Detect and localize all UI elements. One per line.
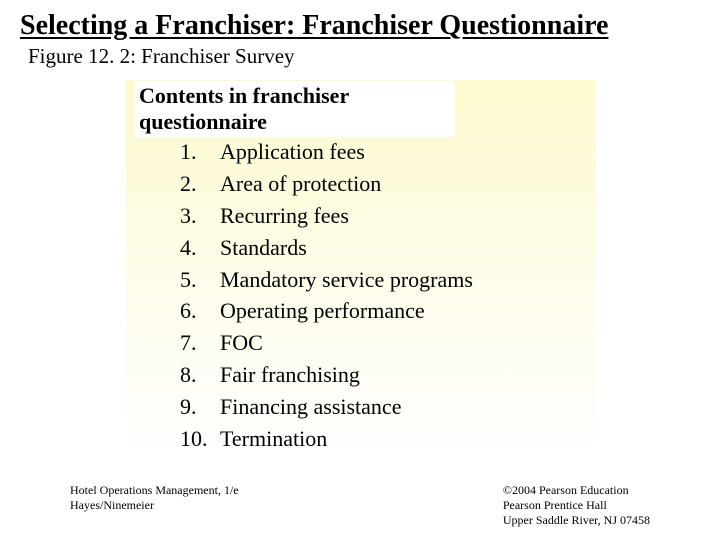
list-item: 3. Recurring fees xyxy=(180,200,473,232)
list-number: 9. xyxy=(180,391,220,423)
footer-address: Upper Saddle River, NJ 07458 xyxy=(503,513,650,528)
footer-publisher: Pearson Prentice Hall xyxy=(503,498,650,513)
list-text: Financing assistance xyxy=(220,391,401,423)
list-number: 4. xyxy=(180,232,220,264)
list-number: 5. xyxy=(180,264,220,296)
list-number: 2. xyxy=(180,168,220,200)
list-text: Area of protection xyxy=(220,168,381,200)
list-number: 6. xyxy=(180,295,220,327)
list-number: 8. xyxy=(180,359,220,391)
list-item: 8. Fair franchising xyxy=(180,359,473,391)
list-text: Termination xyxy=(220,423,327,455)
list-item: 9. Financing assistance xyxy=(180,391,473,423)
list-item: 2. Area of protection xyxy=(180,168,473,200)
list-text: Standards xyxy=(220,232,307,264)
footer-book-title: Hotel Operations Management, 1/e xyxy=(70,483,239,498)
list-text: Operating performance xyxy=(220,295,425,327)
list-text: FOC xyxy=(220,327,263,359)
contents-list: 1. Application fees 2. Area of protectio… xyxy=(180,136,473,455)
list-number: 1. xyxy=(180,136,220,168)
footer-copyright: ©2004 Pearson Education xyxy=(503,483,650,498)
footer-right: ©2004 Pearson Education Pearson Prentice… xyxy=(503,483,650,528)
list-item: 1. Application fees xyxy=(180,136,473,168)
footer-authors: Hayes/Ninemeier xyxy=(70,498,239,513)
list-item: 7. FOC xyxy=(180,327,473,359)
list-item: 6. Operating performance xyxy=(180,295,473,327)
list-text: Fair franchising xyxy=(220,359,360,391)
footer-left: Hotel Operations Management, 1/e Hayes/N… xyxy=(70,483,239,528)
slide-subtitle: Figure 12. 2: Franchiser Survey xyxy=(0,44,720,75)
footer: Hotel Operations Management, 1/e Hayes/N… xyxy=(0,483,720,528)
list-text: Recurring fees xyxy=(220,200,349,232)
list-text: Mandatory service programs xyxy=(220,264,473,296)
list-text: Application fees xyxy=(220,136,365,168)
contents-header: Contents in franchiser questionnaire xyxy=(135,81,455,137)
list-item: 4. Standards xyxy=(180,232,473,264)
list-number: 3. xyxy=(180,200,220,232)
list-number: 7. xyxy=(180,327,220,359)
slide-title: Selecting a Franchiser: Franchiser Quest… xyxy=(0,0,720,44)
list-number: 10. xyxy=(180,423,220,455)
list-item: 10. Termination xyxy=(180,423,473,455)
list-item: 5. Mandatory service programs xyxy=(180,264,473,296)
